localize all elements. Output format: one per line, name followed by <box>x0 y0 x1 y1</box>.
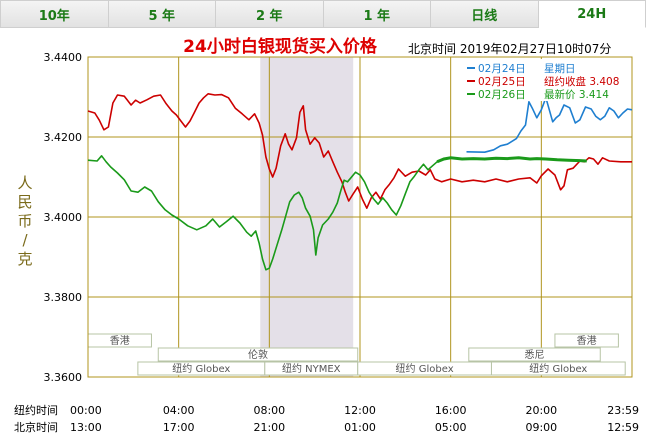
x-tick-label: 17:00 <box>163 421 195 434</box>
session-label: 香港 <box>110 335 130 347</box>
session-bar <box>554 333 619 348</box>
series-line <box>466 97 633 153</box>
y-label-char: 人 <box>17 174 32 192</box>
legend-label: 02月24日 <box>478 63 526 75</box>
session-label: 纽约 Globex <box>396 362 454 375</box>
tab-1y[interactable]: 1 年 <box>323 0 431 28</box>
tab-daily[interactable]: 日线 <box>431 0 539 28</box>
y-tick-label: 3.3800 <box>44 291 83 304</box>
x-tick-label: 21:00 <box>253 421 285 434</box>
y-label-char: / <box>22 231 28 249</box>
tab-10y[interactable]: 10年 <box>0 0 109 28</box>
x-tick-label: 16:00 <box>435 404 467 417</box>
series-lines <box>87 93 633 271</box>
session-bar <box>468 347 601 362</box>
y-tick-label: 3.3600 <box>44 371 83 384</box>
x-row-label: 纽约时间 <box>14 403 58 417</box>
legend-label: 02月26日 <box>478 89 526 101</box>
series-line-recent <box>436 156 587 164</box>
y-label-char: 克 <box>17 250 32 268</box>
tab-5y[interactable]: 5 年 <box>108 0 216 28</box>
session-label: 纽约 Globex <box>172 362 230 375</box>
session-label: 纽约 NYMEX <box>282 362 341 375</box>
chart-title: 24小时白银现货买入价格 <box>183 36 378 57</box>
y-tick-label: 3.4400 <box>44 51 83 64</box>
tab-24h[interactable]: 24H <box>538 0 646 28</box>
x-tick-label: 05:00 <box>435 421 467 434</box>
x-tick-label: 01:00 <box>344 421 376 434</box>
legend-extra: 星期日 <box>544 63 576 75</box>
plot-frame <box>87 56 633 378</box>
x-tick-label: 20:00 <box>525 404 557 417</box>
x-tick-label: 13:00 <box>70 421 102 434</box>
session-label: 伦敦 <box>248 348 268 361</box>
x-tick-label: 09:00 <box>525 421 557 434</box>
y-axis: 3.4400 3.4200 3.4000 3.3800 3.3600 <box>44 51 83 384</box>
legend: 02月24日 星期日 02月25日 纽约收盘 3.408 02月26日 最新价 3.414 <box>463 59 628 101</box>
legend-extra: 纽约收盘 3.408 <box>544 75 619 88</box>
x-tick-label: 08:00 <box>253 404 285 417</box>
x-row-label: 北京时间 <box>14 420 58 434</box>
y-tick-label: 3.4000 <box>44 211 83 224</box>
session-bar <box>490 361 626 376</box>
timestamp: 北京时间 2019年02月27日10时07分 <box>408 42 611 56</box>
legend-label: 02月25日 <box>478 76 526 88</box>
series-line <box>87 93 632 209</box>
session-label: 悉尼 <box>525 349 545 361</box>
session-bar <box>157 347 359 362</box>
x-tick-label: 00:00 <box>70 404 102 417</box>
tab-2y[interactable]: 2 年 <box>216 0 324 28</box>
range-tabs: 10年 5 年 2 年 1 年 日线 24H <box>0 0 646 30</box>
y-label-char: 币 <box>17 212 32 230</box>
legend-extra: 最新价 3.414 <box>544 88 609 101</box>
x-axis: 纽约时间 00:00 04:00 08:00 12:00 16:00 20:00 23:59 北… <box>14 403 639 434</box>
y-axis-label: 人民币/克 <box>17 174 32 268</box>
x-tick-label: 12:59 <box>607 421 639 434</box>
legend-box <box>463 59 628 101</box>
x-tick-label: 12:00 <box>344 404 376 417</box>
y-tick-label: 3.4200 <box>44 131 83 144</box>
grid <box>87 56 633 378</box>
y-label-char: 民 <box>17 193 32 211</box>
session-label: 香港 <box>577 335 597 347</box>
session-label: 纽约 Globex <box>529 362 587 375</box>
x-tick-label: 04:00 <box>163 404 195 417</box>
x-tick-label: 23:59 <box>607 404 639 417</box>
